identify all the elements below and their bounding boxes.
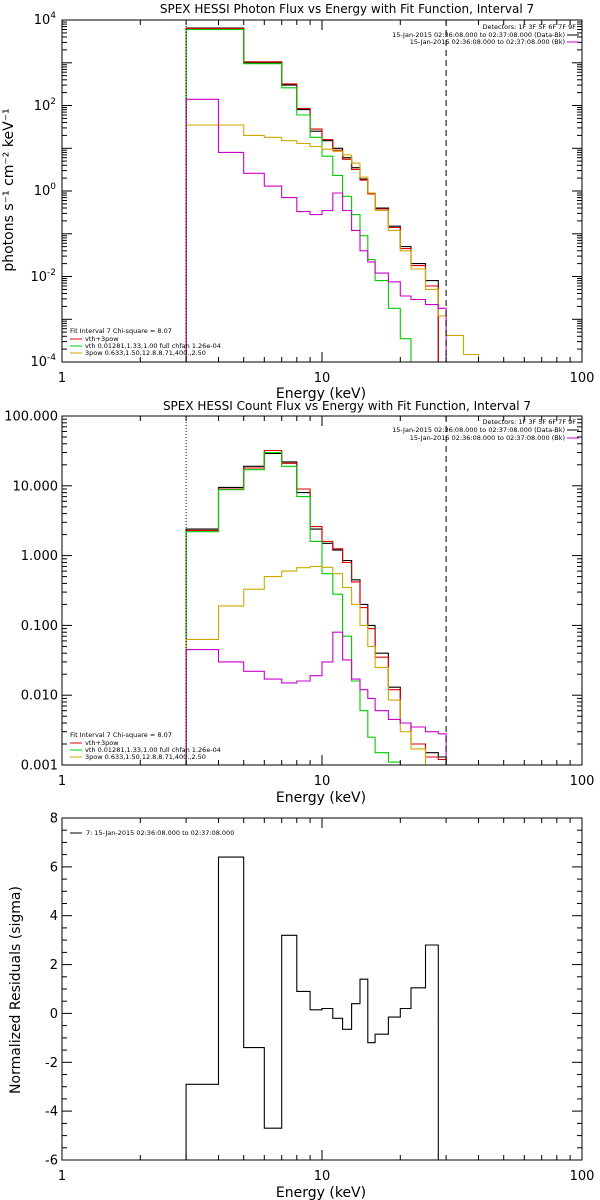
y-tick-label: 0.001: [21, 759, 58, 774]
plot-area: [61, 415, 583, 766]
series-line: [185, 124, 480, 362]
y-tick-label: -4: [45, 1105, 58, 1120]
tick-marks: [61, 19, 582, 363]
legend-header: Fit Interval 7 Chi-square = 8.07: [70, 731, 172, 739]
y-tick-label: 0: [50, 1007, 58, 1022]
legend-top: Detectors: 1F 3F 5F 6F 7F 9F 15-Jan-2015…: [392, 23, 579, 46]
residuals-chart: Energy (keV) Normalized Residuals (sigma…: [8, 812, 594, 1200]
legend-header: Detectors: 1F 3F 5F 6F 7F 9F: [482, 23, 576, 31]
x-tick-label: 1: [58, 774, 66, 789]
chart-title: SPEX HESSI Count Flux vs Energy with Fit…: [163, 399, 531, 413]
x-tick-labels: 1 10 100: [58, 371, 595, 386]
legend-entry-label: 15-Jan-2015 02:36:08.000 to 02:37:08.000…: [392, 31, 565, 39]
x-tick-label: 1: [58, 1169, 66, 1184]
y-tick-label: 10.000: [13, 479, 59, 494]
x-axis-label: Energy (keV): [276, 386, 366, 402]
x-axis-label: Energy (keV): [276, 790, 366, 806]
legend-entry-label: 3pow 0.633,1.50,12.8,8.71,400.,2.50: [85, 753, 206, 761]
y-tick-label: 0.100: [21, 619, 58, 634]
y-tick-label: 1.000: [21, 549, 58, 564]
series-line: [185, 565, 447, 765]
x-tick-label: 100: [570, 371, 595, 386]
series-layer: [185, 27, 480, 362]
y-tick-label: -6: [45, 1154, 58, 1169]
y-tick-label: 100: [34, 182, 57, 199]
legend-top: Detectors: 1F 3F 5F 6F 7F 9F 15-Jan-2015…: [392, 418, 579, 442]
legend-entry-label: vth+3pow: [85, 739, 119, 747]
legend-bottom: Fit Interval 7 Chi-square = 8.07 vth+3po…: [70, 731, 221, 761]
series-line: [185, 28, 439, 362]
plot-frame: [61, 19, 583, 363]
plot-area: [61, 817, 583, 1161]
y-tick-label: 102: [34, 97, 56, 114]
x-tick-label: 100: [570, 1169, 595, 1184]
legend-entry-label: 3pow 0.633,1.50,12.8,8.71,400.,2.50: [85, 349, 206, 357]
reference-lines: [185, 20, 447, 362]
chart-title: SPEX HESSI Photon Flux vs Energy with Fi…: [160, 2, 534, 16]
legend-header: Fit Interval 7 Chi-square = 8.07: [70, 327, 172, 335]
plot-area: [61, 19, 583, 363]
y-tick-labels: 10-4 10-2 100 102 104: [30, 11, 56, 370]
y-tick-labels: 0.001 0.010 0.100 1.000 10.000 100.000: [4, 410, 58, 774]
y-axis-label: photons s⁻¹ cm⁻² keV⁻¹: [1, 108, 17, 271]
count-flux-chart: SPEX HESSI Count Flux vs Energy with Fit…: [4, 399, 594, 806]
y-tick-label: 2: [50, 958, 58, 973]
x-tick-labels: 1 10 100: [58, 1169, 595, 1184]
series-line: [185, 449, 447, 765]
legend-bottom: Fit Interval 7 Chi-square = 8.07 vth+3po…: [70, 327, 221, 357]
legend-entry-label: vth 0.01281,1.33,1.00 full chfan 1.26e-0…: [85, 342, 221, 350]
series-line: [185, 27, 439, 362]
plot-frame: [61, 817, 583, 1161]
y-tick-label: 104: [34, 11, 57, 28]
reference-lines: [185, 416, 447, 765]
legend-entry-label: 7: 15-Jan-2015 02:36:08.000 to 02:37:08.…: [86, 829, 234, 837]
x-axis-label: Energy (keV): [276, 1185, 366, 1200]
y-tick-label: 6: [50, 860, 58, 875]
series-line: [185, 98, 447, 362]
x-tick-label: 10: [314, 774, 331, 789]
legend-entry-label: vth+3pow: [85, 335, 119, 343]
y-tick-label: 8: [50, 812, 58, 827]
y-tick-label: -2: [45, 1056, 58, 1071]
series-layer: [185, 449, 447, 765]
legend: 7: 15-Jan-2015 02:36:08.000 to 02:37:08.…: [70, 829, 234, 837]
legend-header: Detectors: 1F 3F 5F 6F 7F 9F: [482, 418, 576, 426]
series-line: [185, 856, 439, 1160]
legend-entry-label: vth 0.01281,1.33,1.00 full chfan 1.26e-0…: [85, 746, 221, 754]
series-line: [185, 28, 412, 362]
legend-entry-label: 15-Jan-2015 02:36:08.000 to 02:37:08.000…: [410, 434, 565, 442]
x-tick-label: 1: [58, 371, 66, 386]
x-tick-label: 10: [314, 371, 331, 386]
tick-marks: [61, 817, 582, 1161]
legend-entry-label: 15-Jan-2015 02:36:08.000 to 02:37:08.000…: [410, 38, 565, 46]
y-tick-labels: -6 -4 -2 0 2 4 6 8: [45, 812, 58, 1169]
x-tick-label: 100: [570, 774, 595, 789]
y-axis-label: Normalized Residuals (sigma): [8, 886, 24, 1094]
y-tick-label: 0.010: [21, 689, 58, 704]
legend-entry-label: 15-Jan-2015 02:36:08.000 to 02:37:08.000…: [392, 426, 565, 434]
plot-frame: [61, 415, 583, 766]
tick-marks: [61, 415, 582, 766]
photon-flux-chart: SPEX HESSI Photon Flux vs Energy with Fi…: [1, 2, 595, 402]
x-tick-labels: 1 10 100: [58, 774, 595, 789]
y-tick-label: 10-2: [30, 268, 56, 285]
series-line: [185, 631, 447, 765]
y-tick-label: 10-4: [30, 353, 56, 370]
x-tick-label: 10: [314, 1169, 331, 1184]
series-line: [185, 451, 401, 765]
series-layer: [185, 856, 439, 1160]
y-tick-label: 100.000: [4, 410, 58, 425]
y-tick-label: 4: [50, 909, 58, 924]
